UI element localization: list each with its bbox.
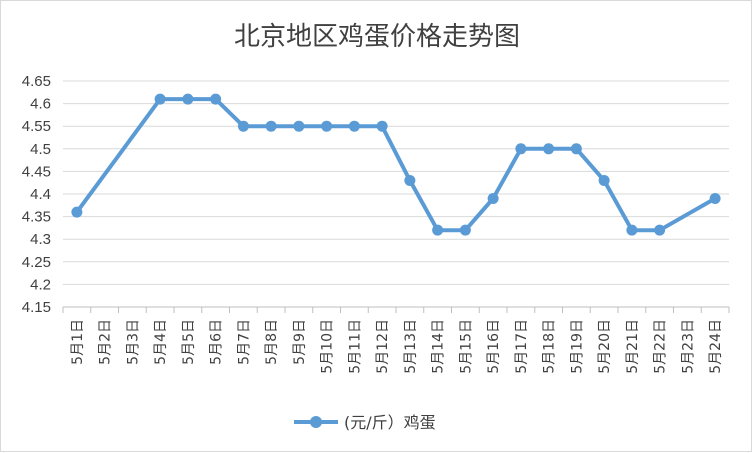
x-tick-label: 5月11日: [347, 319, 363, 374]
y-tick-label: 4.5: [30, 141, 51, 158]
y-tick-label: 4.65: [22, 73, 51, 90]
data-point: [293, 120, 305, 132]
data-point: [321, 120, 333, 132]
y-tick-label: 4.4: [30, 186, 51, 203]
x-tick-label: 5月22日: [653, 319, 669, 374]
x-tick-label: 5月4日: [153, 319, 169, 365]
data-point: [265, 120, 277, 132]
y-tick-label: 4.35: [22, 209, 51, 226]
y-axis: 4.15 4.2 4.25 4.3 4.35 4.4 4.45 4.5 4.55 4.6 4.65: [22, 73, 51, 316]
data-point: [376, 120, 388, 132]
y-tick-label: 4.45: [22, 163, 51, 180]
gridlines: [63, 80, 729, 308]
data-point: [515, 143, 527, 155]
x-tick-label: 5月16日: [486, 319, 502, 374]
x-tick-label: 5月7日: [236, 319, 252, 365]
legend: (元/斤）鸡蛋: [294, 413, 436, 432]
y-tick-label: 4.3: [30, 231, 51, 248]
data-point: [71, 206, 83, 218]
data-point: [570, 143, 582, 155]
x-tick-label: 5月15日: [458, 319, 474, 374]
x-tick-label: 5月17日: [514, 319, 530, 374]
data-point: [709, 193, 721, 205]
y-tick-label: 4.25: [22, 254, 51, 271]
data-point: [432, 224, 444, 236]
legend-label: (元/斤）鸡蛋: [344, 413, 436, 432]
y-tick-label: 4.6: [30, 96, 51, 113]
legend-marker-swatch: [310, 416, 322, 428]
data-point: [348, 120, 360, 132]
x-tick-label: 5月5日: [181, 319, 197, 365]
x-tick-label: 5月20日: [597, 319, 613, 374]
y-tick-label: 4.15: [22, 299, 51, 316]
x-tick-label: 5月13日: [403, 319, 419, 374]
data-point: [598, 174, 610, 186]
x-tick-label: 5月1日: [70, 319, 86, 365]
x-tick-label: 5月23日: [680, 319, 696, 374]
data-point: [237, 120, 249, 132]
data-point: [459, 224, 471, 236]
x-tick-label: 5月21日: [625, 319, 641, 374]
data-point: [404, 174, 416, 186]
x-tick-label: 5月10日: [320, 319, 336, 374]
x-axis: 5月1日 5月2日 5月3日 5月4日 5月5日 5月6日 5月7日 5月8日 5月9日 5月10…: [62, 307, 730, 374]
data-point: [210, 93, 222, 105]
x-tick-label: 5月12日: [375, 319, 391, 374]
data-point: [154, 93, 166, 105]
x-tick-label: 5月19日: [569, 319, 585, 374]
data-point: [182, 93, 194, 105]
x-tick-label: 5月3日: [125, 319, 141, 365]
x-tick-label: 5月2日: [98, 319, 114, 365]
y-tick-label: 4.2: [30, 276, 51, 293]
data-point: [626, 224, 638, 236]
x-tick-label: 5月8日: [264, 319, 280, 365]
y-tick-label: 4.55: [22, 118, 51, 135]
x-tick-label: 5月6日: [209, 319, 225, 365]
x-tick-label: 5月24日: [708, 319, 724, 374]
series-line: [74, 97, 718, 233]
x-tick-label: 5月18日: [542, 319, 558, 374]
data-point: [654, 224, 666, 236]
data-point: [543, 143, 555, 155]
x-tick-label: 5月14日: [431, 319, 447, 374]
chart-title: 北京地区鸡蛋价格走势图: [234, 22, 520, 52]
x-tick-label: 5月9日: [292, 319, 308, 365]
data-point: [487, 193, 499, 205]
series-layer: [71, 93, 721, 236]
